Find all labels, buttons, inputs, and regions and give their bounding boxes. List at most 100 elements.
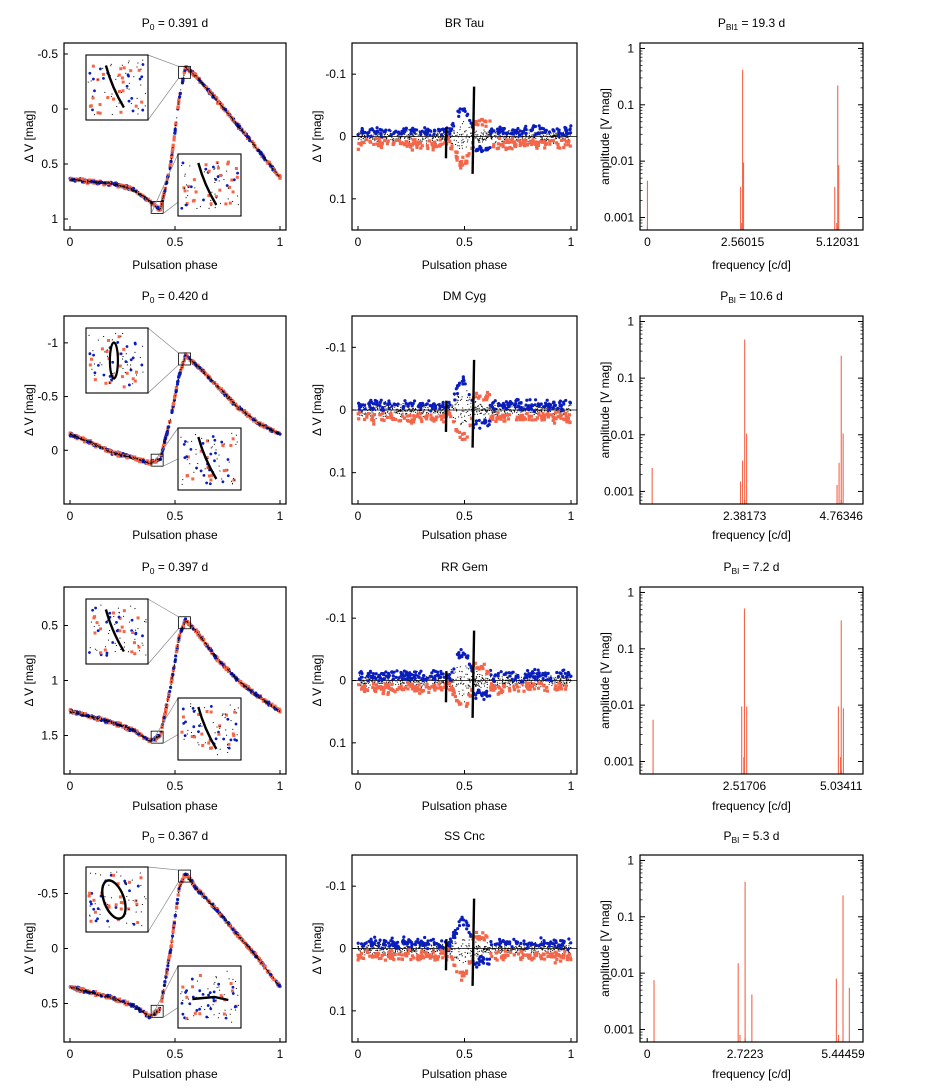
lc-point (180, 368, 182, 370)
lc-point (252, 143, 254, 145)
res-point (475, 400, 477, 402)
res-point (413, 140, 417, 145)
lc-point (258, 423, 260, 425)
res-point (536, 406, 538, 408)
res-point (550, 409, 552, 411)
res-point (532, 137, 534, 139)
res-point (494, 132, 496, 134)
res-point (494, 411, 496, 413)
res-point (400, 406, 402, 408)
res-point (483, 138, 485, 140)
lc-1-zoom-connector (150, 427, 179, 467)
lc-point (239, 408, 241, 410)
res-point (358, 131, 360, 133)
fs-0-ytick-label: 1 (627, 41, 634, 55)
res-point (481, 408, 483, 410)
lc-point (226, 395, 228, 397)
inset-point (137, 68, 141, 72)
res-point (439, 411, 441, 413)
inset-point (191, 477, 195, 481)
res-0-xtick-label: 1 (568, 235, 575, 249)
res-point (540, 131, 545, 135)
res-point (442, 409, 444, 411)
inset-point (130, 102, 132, 104)
res-point (385, 408, 387, 410)
lc-point (135, 191, 139, 195)
res-point (533, 403, 537, 407)
res-point (402, 413, 404, 415)
lc-point (176, 385, 178, 387)
inset-point (124, 371, 126, 373)
lc-point (277, 432, 279, 434)
lc-point (77, 437, 79, 439)
lc-point (198, 366, 200, 368)
res-point (369, 137, 371, 139)
res-point (401, 134, 403, 136)
res-point (454, 420, 456, 422)
lc-point (252, 142, 254, 144)
res-point (540, 131, 542, 133)
res-point (454, 387, 458, 391)
res-point (451, 407, 453, 409)
lc-2-ytick-label: 1 (51, 674, 58, 688)
res-point (496, 146, 501, 150)
lc-point (178, 633, 182, 637)
lc-point (174, 385, 179, 390)
res-point (357, 410, 362, 414)
res-point (427, 137, 429, 139)
res-point (456, 401, 458, 403)
inset-point (226, 458, 230, 461)
res-point (482, 132, 484, 134)
inset-point (220, 440, 224, 444)
res-point (514, 135, 516, 137)
res-point (408, 141, 410, 143)
lc-point (242, 129, 244, 131)
res-point (400, 137, 402, 139)
lc-point (204, 86, 206, 88)
lc-point (130, 457, 132, 459)
res-point (524, 127, 528, 132)
res-point (514, 408, 516, 410)
res-point (484, 138, 486, 140)
res-point (479, 141, 481, 143)
inset-point (91, 108, 94, 112)
res-point (365, 137, 369, 142)
res-point (461, 163, 465, 167)
res-point (527, 414, 531, 418)
res-point (570, 410, 572, 412)
res-point (561, 137, 563, 139)
res-point (562, 412, 564, 414)
res-point (494, 404, 496, 406)
inset-point (226, 170, 228, 172)
res-point (527, 129, 529, 131)
res-point (566, 416, 571, 420)
res-point (568, 144, 572, 148)
res-point (477, 418, 481, 423)
res-point (521, 130, 525, 134)
res-point (489, 407, 491, 409)
res-point (458, 134, 460, 136)
lc-point (246, 136, 248, 138)
lc-point (79, 180, 81, 182)
inset-point (184, 203, 188, 207)
res-point (559, 407, 564, 412)
res-point (414, 133, 416, 135)
lc-point (162, 198, 164, 200)
lc-point (175, 125, 177, 127)
lc-point (209, 91, 211, 93)
res-point (426, 140, 428, 142)
lc-point (107, 450, 109, 452)
lc-point (134, 458, 136, 460)
fs-1-y-axis-label: amplitude [V mag] (598, 362, 612, 459)
lc-point (120, 185, 122, 187)
res-point (463, 140, 465, 142)
inset-point (103, 336, 105, 338)
res-point (547, 132, 549, 134)
res-point (393, 403, 397, 407)
lc-0-title-subscript: 0 (150, 22, 155, 32)
res-point (479, 412, 481, 414)
res-1-xtick-label: 1 (568, 509, 575, 523)
res-point (567, 408, 569, 410)
lc-point (133, 190, 135, 192)
lc-2-title-base: P (142, 560, 150, 574)
